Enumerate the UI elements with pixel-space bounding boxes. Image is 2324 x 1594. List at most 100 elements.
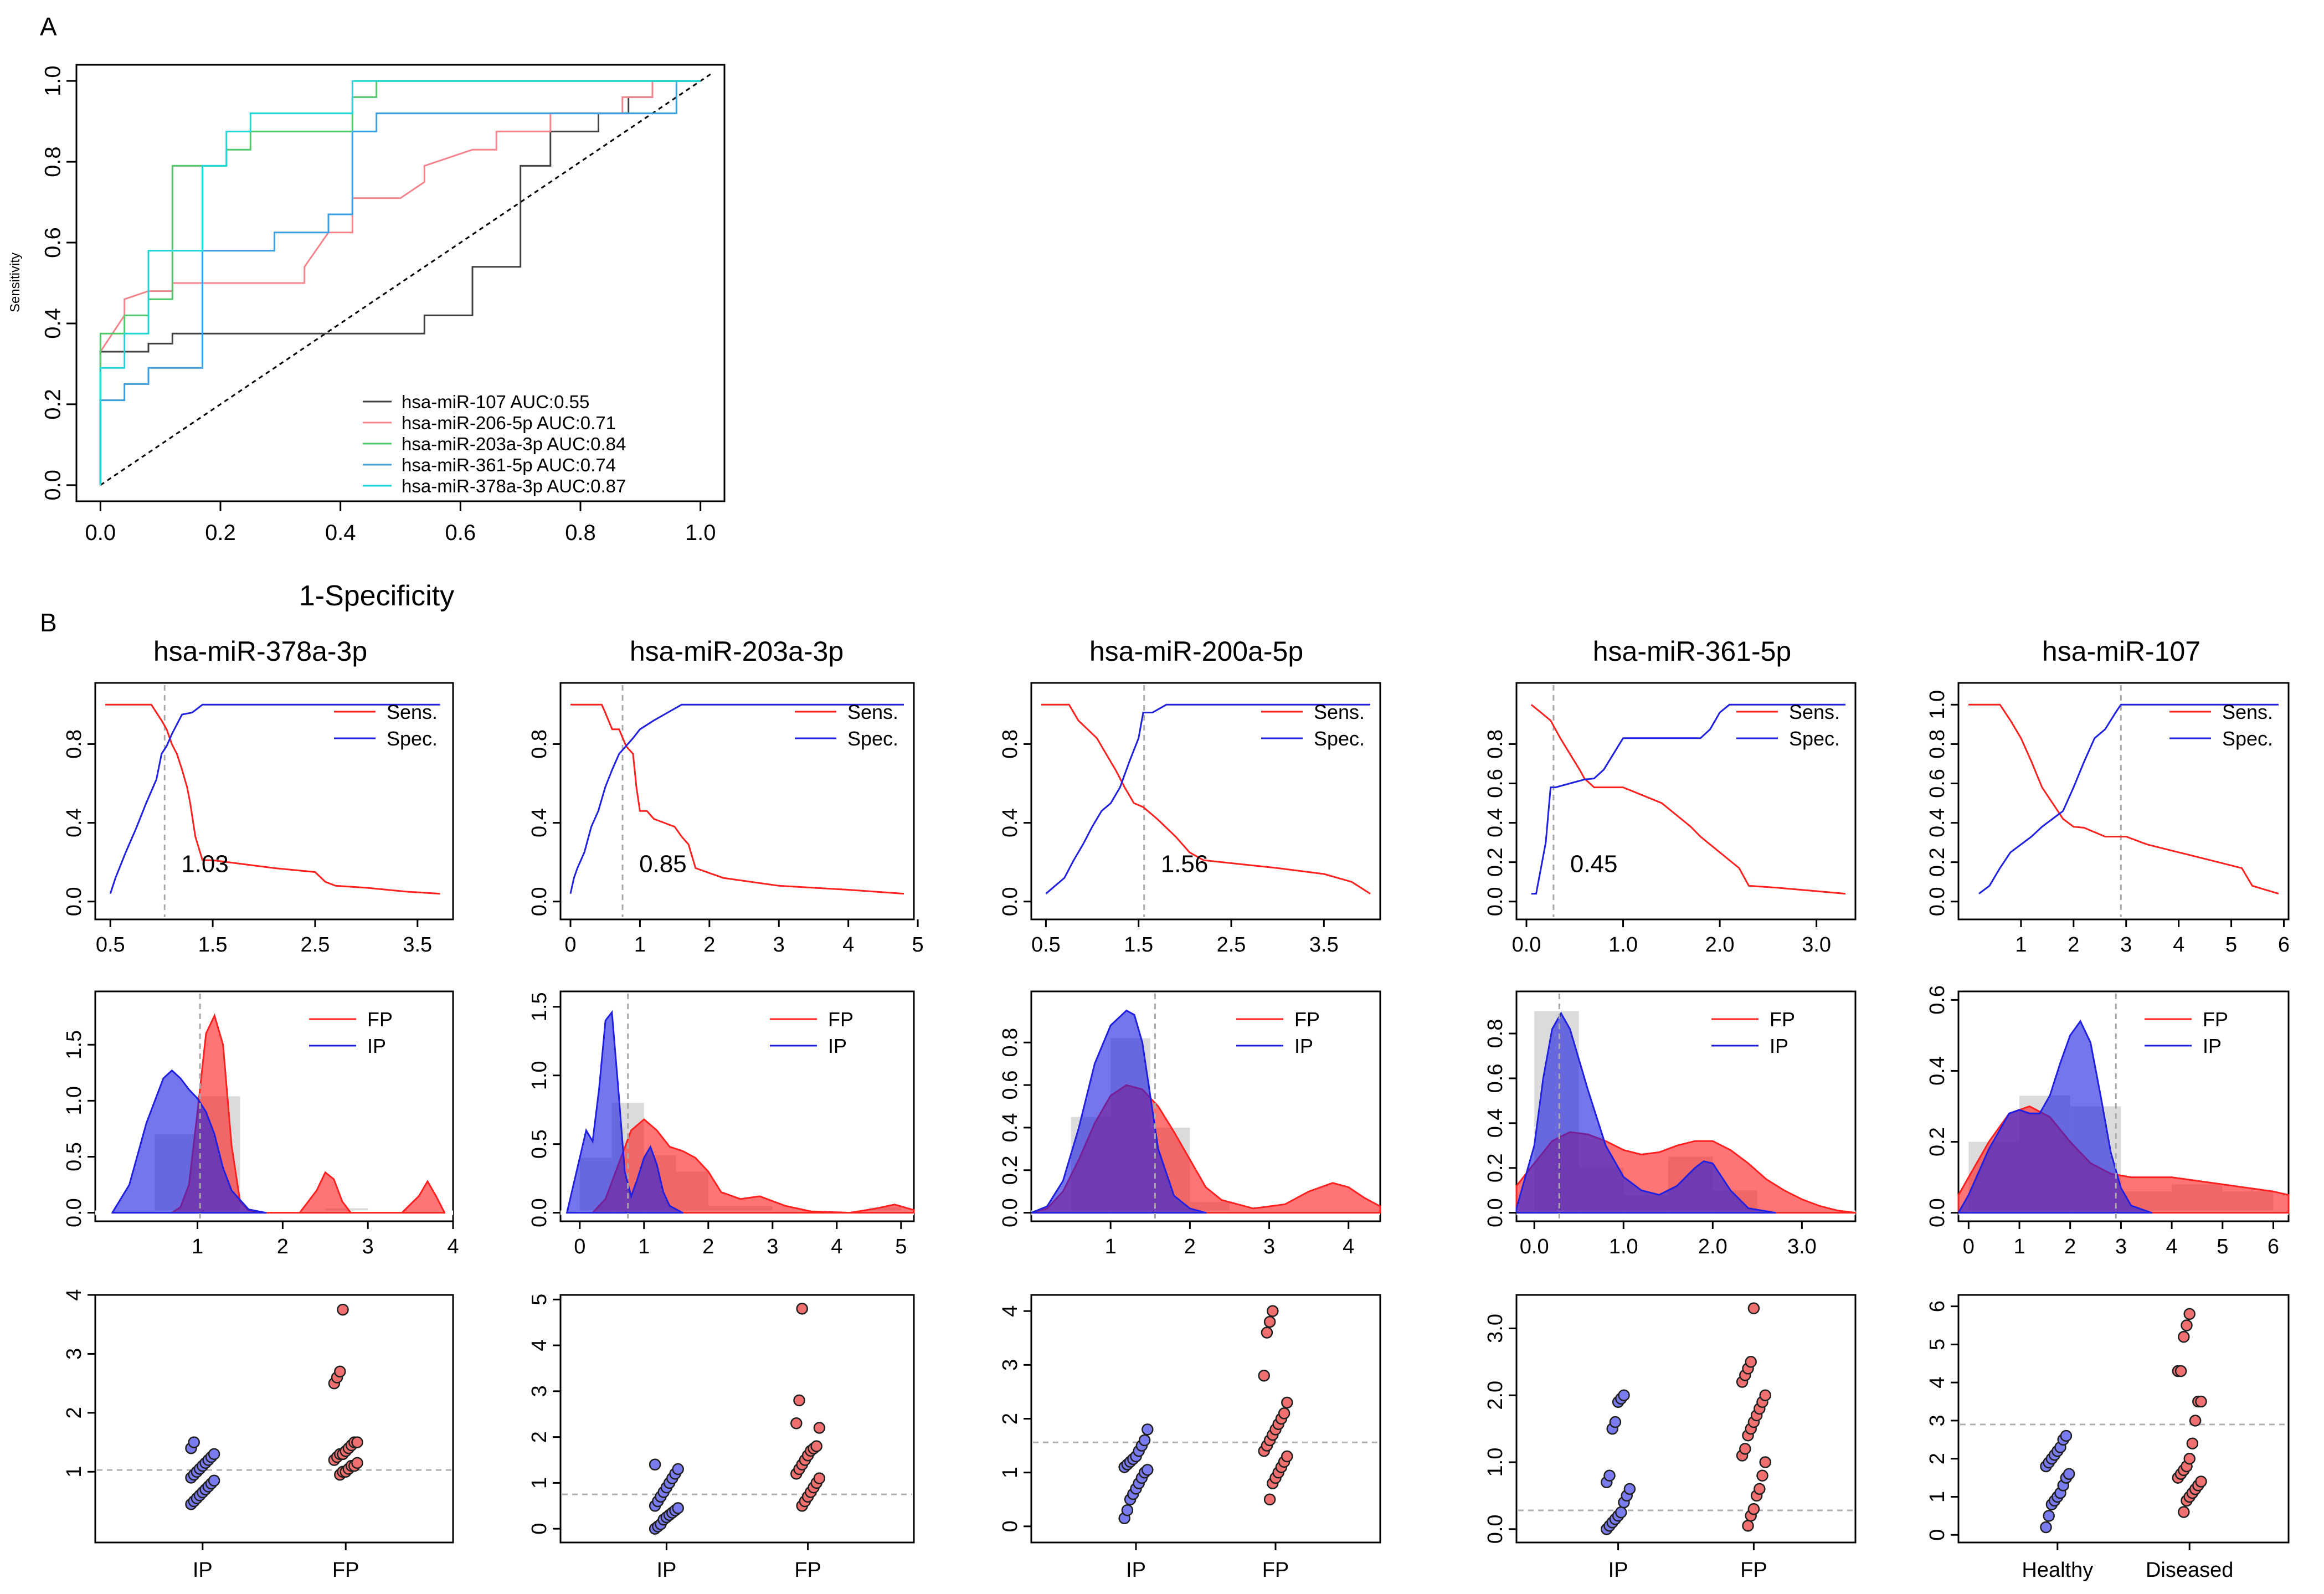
strip-y-tick-label: 3: [999, 1359, 1022, 1371]
strip-point-ip: [188, 1436, 200, 1448]
density-y-tick-label: 0.0: [999, 1198, 1022, 1227]
strip-point-diseased: [2195, 1395, 2207, 1408]
strip-x-tick-label: FP: [1262, 1559, 1289, 1582]
density-x-tick-label: 0: [1963, 1235, 1975, 1258]
density-y-tick-label: 1.5: [63, 1030, 86, 1060]
strip-point-diseased: [2183, 1452, 2196, 1465]
ss-x-tick-label: 0: [564, 933, 576, 957]
ss-x-tick-label: 1: [634, 933, 646, 957]
ss-legend-label: Spec.: [1789, 727, 1840, 750]
density-x-tick-label: 2: [702, 1235, 714, 1258]
ss-x-tick-label: 3.5: [1309, 933, 1339, 957]
density-y-tick-label: 0.6: [1926, 985, 1949, 1015]
roc-plot-frame: [75, 64, 726, 502]
density-y-tick-label: 0.4: [999, 1113, 1022, 1143]
ss-curve-spec: [569, 703, 904, 894]
strip-point-fp: [1747, 1302, 1760, 1314]
density-x-tick-label: 5: [2217, 1235, 2228, 1258]
ss-y-tick-label: 0.6: [1926, 769, 1949, 798]
strip-y-tick-label: 0: [528, 1523, 551, 1535]
density-plot-frame: [94, 990, 454, 1222]
ss-cutoff-value: 1.56: [1161, 850, 1209, 877]
density-plot-frame: [1030, 990, 1381, 1222]
strip-x-tick-label: Diseased: [2146, 1559, 2233, 1582]
ss-x-tick-label: 2.0: [1705, 933, 1735, 957]
roc-y-axis-label: Sensitivity: [8, 253, 23, 312]
strip-point-fp: [1263, 1315, 1276, 1328]
strip-y-tick-label: 2: [63, 1407, 86, 1418]
strip-y-tick-label: 4: [999, 1305, 1022, 1317]
density-legend-label: IP: [828, 1035, 847, 1057]
density-legend-label: IP: [1770, 1035, 1788, 1057]
strip-point-fp: [1258, 1370, 1270, 1382]
density-x-tick-label: 3: [767, 1235, 778, 1258]
ss-legend-label: Sens.: [1789, 701, 1840, 723]
density-area-ip: [1515, 1011, 1776, 1214]
ss-cutoff-value: 0.85: [639, 850, 687, 877]
panel-a-label: A: [40, 12, 57, 41]
density-y-tick-label: 0.5: [63, 1142, 86, 1171]
density-y-tick-label: 0.8: [1484, 1019, 1507, 1048]
strip-point-fp: [1742, 1520, 1754, 1532]
density-x-tick-label: 4: [1343, 1235, 1354, 1258]
strip-point-diseased: [2186, 1437, 2199, 1449]
roc-curve-4: [99, 80, 701, 485]
density-legend-label: FP: [828, 1008, 853, 1031]
ss-curve-sens: [1041, 703, 1371, 894]
density-y-tick-label: 0.4: [1926, 1056, 1949, 1086]
ss-y-tick-label: 0.0: [1926, 887, 1949, 916]
ss-x-tick-label: 1.0: [1608, 933, 1638, 957]
ss-title: hsa-miR-378a-3p: [153, 636, 367, 667]
strip-point-healthy: [2063, 1468, 2075, 1480]
strip-point-diseased: [2178, 1506, 2190, 1518]
density-y-tick-label: 0.8: [999, 1028, 1022, 1057]
strip-point-diseased: [2178, 1330, 2190, 1343]
roc-diagonal-reference: [100, 72, 713, 486]
density-plot-frame: [1957, 990, 2290, 1222]
density-x-tick-label: 3: [362, 1235, 374, 1258]
ss-legend-label: Sens.: [847, 701, 898, 723]
strip-point-ip: [208, 1448, 220, 1461]
density-plot-frame: [559, 990, 915, 1222]
ss-y-tick-label: 0.6: [1484, 769, 1507, 798]
strip-x-tick-label: IP: [1126, 1559, 1146, 1582]
ss-y-tick-label: 0.4: [528, 808, 551, 837]
strip-y-tick-label: 0: [999, 1520, 1022, 1532]
panel-b-label: B: [40, 608, 57, 637]
ss-plot-frame: [94, 682, 454, 921]
ss-cutoff-value: 1.03: [181, 850, 229, 877]
strip-point-diseased: [2195, 1475, 2207, 1488]
strip-y-tick-label: 3: [528, 1385, 551, 1397]
density-y-tick-label: 0.2: [999, 1155, 1022, 1185]
strip-point-diseased: [2183, 1308, 2196, 1320]
density-x-tick-label: 1.0: [1609, 1235, 1638, 1258]
roc-legend-label: hsa-miR-203a-3p AUC:0.84: [402, 434, 626, 454]
ss-legend-label: Sens.: [2222, 701, 2273, 723]
strip-y-tick-label: 3: [1926, 1415, 1949, 1426]
roc-y-tick-label: 0.2: [41, 389, 65, 420]
strip-point-ip: [1615, 1506, 1627, 1519]
strip-point-fp: [1756, 1469, 1768, 1482]
strip-point-ip: [208, 1474, 220, 1487]
density-legend-label: FP: [2203, 1008, 2228, 1031]
strip-plot-frame: [559, 1294, 915, 1544]
ss-title: hsa-miR-361-5p: [1593, 636, 1791, 667]
strip-point-fp: [796, 1303, 808, 1315]
strip-plot-frame: [94, 1294, 454, 1544]
density-x-tick-label: 2: [277, 1235, 289, 1258]
density-y-tick-label: 1.5: [528, 992, 551, 1021]
density-legend-label: IP: [367, 1035, 386, 1057]
density-x-tick-label: 4: [447, 1235, 459, 1258]
density-y-tick-label: 0.5: [528, 1129, 551, 1159]
strip-y-tick-label: 3: [63, 1348, 86, 1360]
strip-y-tick-label: 2: [1926, 1453, 1949, 1464]
ss-x-tick-label: 1.5: [1124, 933, 1153, 957]
density-y-tick-label: 0.0: [1484, 1198, 1507, 1227]
strip-x-tick-label: FP: [332, 1559, 359, 1582]
strip-point-ip: [1142, 1423, 1154, 1436]
ss-y-tick-label: 0.4: [999, 808, 1022, 837]
strip-point-diseased: [2189, 1415, 2202, 1427]
strip-point-fp: [1739, 1443, 1751, 1455]
ss-y-tick-label: 0.2: [1926, 847, 1949, 877]
strip-y-tick-label: 5: [1926, 1339, 1949, 1350]
